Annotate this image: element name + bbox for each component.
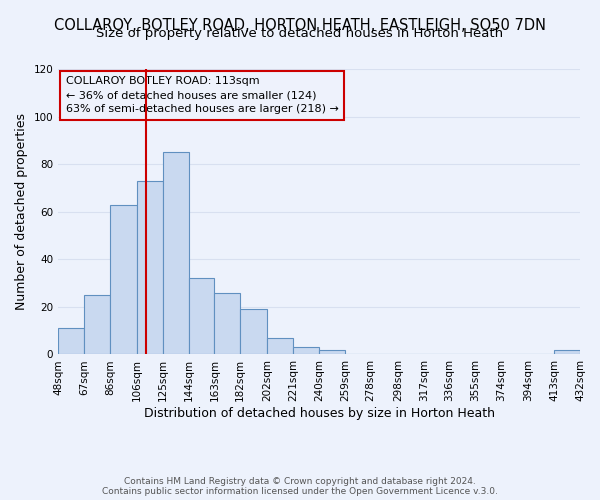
Text: Size of property relative to detached houses in Horton Heath: Size of property relative to detached ho… <box>97 28 503 40</box>
Y-axis label: Number of detached properties: Number of detached properties <box>15 113 28 310</box>
Bar <box>214 292 240 354</box>
Text: COLLAROY BOTLEY ROAD: 113sqm
← 36% of detached houses are smaller (124)
63% of s: COLLAROY BOTLEY ROAD: 113sqm ← 36% of de… <box>66 76 339 114</box>
Bar <box>84 295 110 354</box>
Bar <box>163 152 188 354</box>
Bar <box>554 350 580 354</box>
X-axis label: Distribution of detached houses by size in Horton Heath: Distribution of detached houses by size … <box>143 407 494 420</box>
Bar <box>188 278 214 354</box>
Text: Contains HM Land Registry data © Crown copyright and database right 2024.: Contains HM Land Registry data © Crown c… <box>124 477 476 486</box>
Bar <box>58 328 84 354</box>
Bar <box>110 204 137 354</box>
Bar <box>293 348 319 354</box>
Text: Contains public sector information licensed under the Open Government Licence v.: Contains public sector information licen… <box>102 487 498 496</box>
Bar <box>240 310 268 354</box>
Bar <box>268 338 293 354</box>
Bar <box>137 181 163 354</box>
Bar <box>319 350 345 354</box>
Text: COLLAROY, BOTLEY ROAD, HORTON HEATH, EASTLEIGH, SO50 7DN: COLLAROY, BOTLEY ROAD, HORTON HEATH, EAS… <box>54 18 546 32</box>
